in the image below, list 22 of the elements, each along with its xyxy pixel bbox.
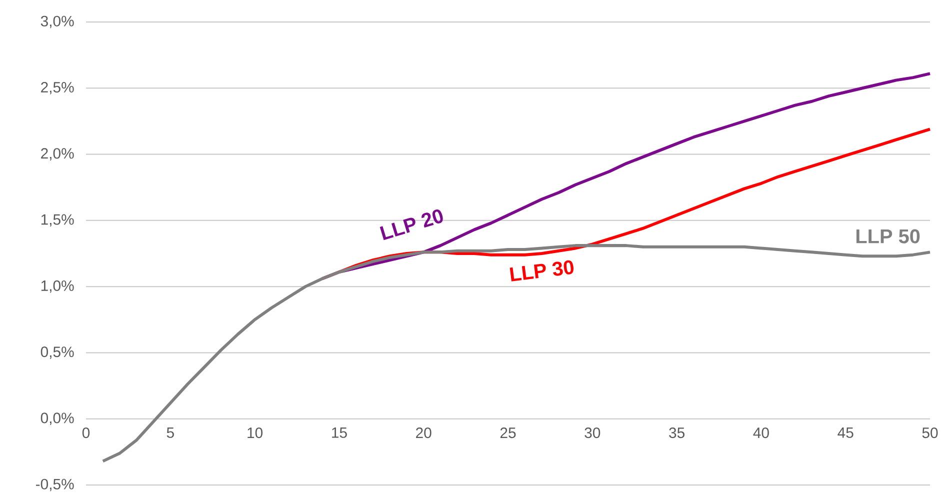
- y-tick-label: 1,5%: [41, 214, 74, 227]
- x-tick-label: 20: [416, 428, 432, 438]
- x-tick-label: 5: [166, 428, 174, 438]
- x-tick-label: 30: [584, 428, 600, 438]
- x-tick-label: 40: [753, 428, 769, 438]
- x-tick-label: 45: [838, 428, 854, 438]
- x-tick-label: 25: [500, 428, 516, 438]
- x-tick-label: 35: [669, 428, 684, 438]
- y-tick-label: 2,5%: [41, 82, 74, 94]
- y-tick-label: 1,0%: [41, 280, 74, 293]
- text: LLP 20: [380, 209, 443, 240]
- x-tick-label: 50: [922, 428, 938, 438]
- y-tick-label: 0,5%: [40, 346, 74, 359]
- y-tick-label: 2,0%: [41, 148, 74, 160]
- y-tick-label: 3,0%: [40, 16, 74, 28]
- x-tick-label: 10: [248, 428, 263, 438]
- text: LLP 30: [510, 260, 574, 282]
- y-tick-label: 0,0%: [40, 412, 74, 426]
- x-tick-label: 15: [332, 428, 347, 438]
- x-tick-label: 0: [82, 428, 90, 438]
- series-label: LLP 50: [856, 229, 920, 244]
- y-tick-label: -0,5%: [36, 478, 74, 492]
